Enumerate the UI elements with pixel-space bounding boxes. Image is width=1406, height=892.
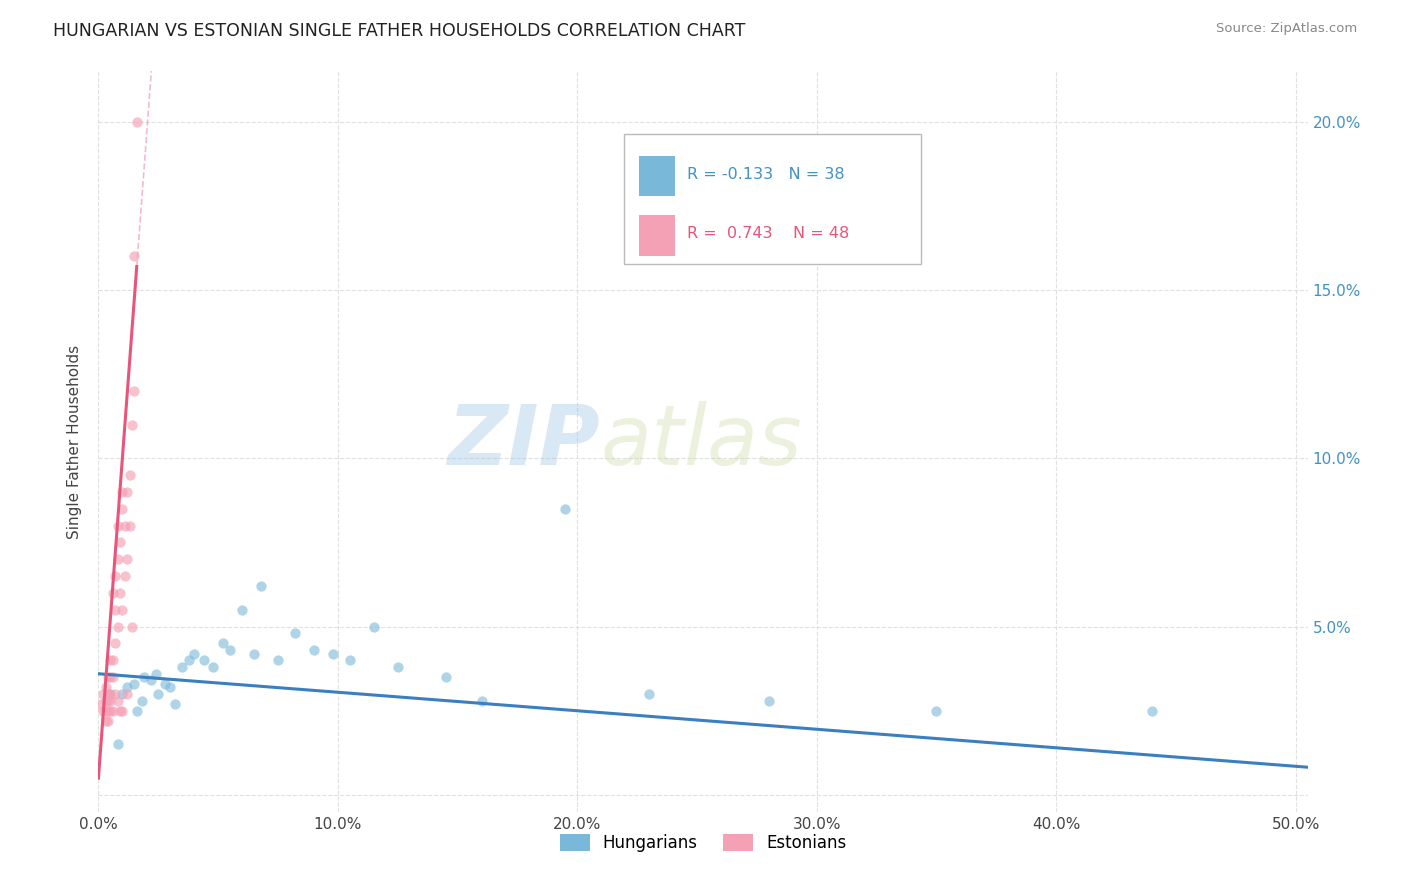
Point: [104, 687, 127, 701]
FancyBboxPatch shape: [624, 135, 921, 264]
Point: [387, 660, 409, 674]
Text: ZIP: ZIP: [447, 401, 600, 482]
Point: [243, 647, 266, 661]
Point: [339, 653, 361, 667]
Point: [202, 660, 225, 674]
Point: [155, 677, 177, 691]
Text: HUNGARIAN VS ESTONIAN SINGLE FATHER HOUSEHOLDS CORRELATION CHART: HUNGARIAN VS ESTONIAN SINGLE FATHER HOUS…: [53, 22, 745, 40]
Point: [97, 704, 120, 718]
Point: [124, 384, 146, 398]
Point: [638, 687, 661, 701]
Point: [108, 704, 131, 718]
Point: [363, 619, 385, 633]
Point: [111, 687, 134, 701]
Y-axis label: Single Father Households: Single Father Households: [67, 344, 83, 539]
Point: [470, 694, 492, 708]
Point: [115, 680, 138, 694]
Point: [100, 653, 122, 667]
Point: [163, 697, 186, 711]
Point: [115, 485, 138, 500]
Point: [758, 694, 780, 708]
Point: [124, 249, 146, 264]
Point: [114, 569, 136, 583]
Point: [94, 694, 117, 708]
Point: [107, 518, 129, 533]
Point: [94, 714, 117, 728]
Point: [118, 468, 141, 483]
Point: [94, 704, 117, 718]
Point: [183, 647, 205, 661]
Point: [322, 647, 344, 661]
Point: [101, 670, 124, 684]
FancyBboxPatch shape: [638, 156, 675, 196]
Legend: Hungarians, Estonians: Hungarians, Estonians: [553, 828, 853, 859]
Point: [100, 694, 122, 708]
Point: [267, 653, 290, 667]
Point: [302, 643, 325, 657]
Point: [97, 670, 120, 684]
Point: [131, 694, 153, 708]
Point: [108, 586, 131, 600]
Point: [179, 653, 201, 667]
Point: [925, 704, 948, 718]
Point: [212, 636, 235, 650]
Text: Source: ZipAtlas.com: Source: ZipAtlas.com: [1216, 22, 1357, 36]
Point: [121, 619, 143, 633]
FancyBboxPatch shape: [638, 215, 675, 256]
Point: [172, 660, 194, 674]
Point: [107, 619, 129, 633]
Point: [101, 704, 124, 718]
Point: [434, 670, 457, 684]
Point: [104, 569, 127, 583]
Point: [101, 586, 124, 600]
Point: [284, 626, 307, 640]
Point: [114, 518, 136, 533]
Point: [91, 687, 114, 701]
Point: [118, 518, 141, 533]
Point: [104, 636, 127, 650]
Point: [124, 677, 146, 691]
Text: R =  0.743    N = 48: R = 0.743 N = 48: [688, 227, 849, 242]
Point: [115, 687, 138, 701]
Point: [111, 501, 134, 516]
Point: [111, 485, 134, 500]
Point: [94, 680, 117, 694]
Point: [250, 579, 273, 593]
Point: [107, 694, 129, 708]
Point: [148, 687, 170, 701]
Point: [111, 704, 134, 718]
Point: [107, 552, 129, 566]
Point: [91, 704, 114, 718]
Point: [90, 697, 112, 711]
Point: [145, 666, 167, 681]
Point: [100, 670, 122, 684]
Point: [554, 501, 576, 516]
Point: [100, 687, 122, 701]
Point: [231, 603, 253, 617]
Point: [104, 603, 127, 617]
Text: atlas: atlas: [600, 401, 801, 482]
Point: [108, 535, 131, 549]
Point: [115, 552, 138, 566]
Point: [100, 687, 122, 701]
Point: [159, 680, 181, 694]
Point: [107, 738, 129, 752]
Point: [125, 115, 148, 129]
Point: [97, 687, 120, 701]
Point: [193, 653, 215, 667]
Point: [100, 704, 122, 718]
Point: [125, 704, 148, 718]
Point: [1140, 704, 1163, 718]
Point: [139, 673, 162, 688]
Point: [132, 670, 155, 684]
Text: R = -0.133   N = 38: R = -0.133 N = 38: [688, 167, 845, 182]
Point: [101, 653, 124, 667]
Point: [97, 714, 120, 728]
Point: [111, 603, 134, 617]
Point: [219, 643, 242, 657]
Point: [121, 417, 143, 432]
Point: [97, 694, 120, 708]
